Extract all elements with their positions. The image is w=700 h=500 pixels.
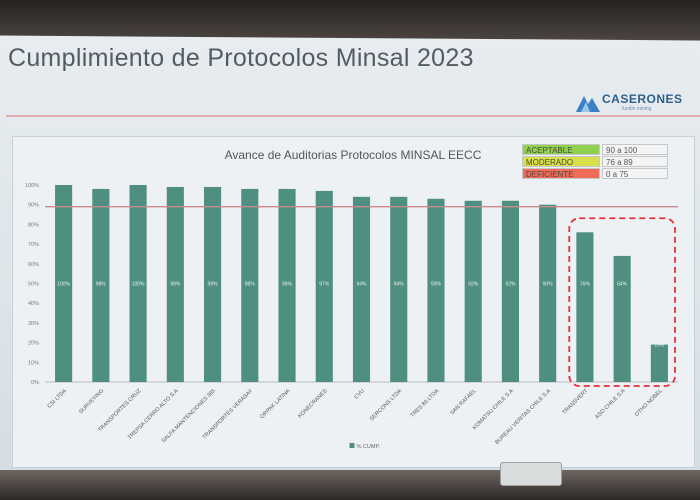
y-tick-label: 60% bbox=[28, 262, 39, 268]
bar-value-label: 94% bbox=[394, 282, 405, 288]
bar-value-label: 90% bbox=[543, 282, 554, 288]
legend-label: MODERADO bbox=[522, 156, 600, 167]
bar-value-label: 92% bbox=[505, 282, 516, 288]
bar-value-label: 93% bbox=[431, 282, 442, 288]
bar bbox=[203, 186, 222, 382]
bar bbox=[427, 198, 445, 382]
y-tick-label: 80% bbox=[28, 222, 39, 228]
bar-value-label: 98% bbox=[282, 282, 293, 288]
bar bbox=[390, 196, 408, 382]
logo-subtitle: lundin mining bbox=[622, 106, 652, 112]
bar bbox=[92, 188, 110, 382]
bar-value-label: 98% bbox=[96, 282, 107, 288]
bar-value-label: 76% bbox=[580, 282, 591, 288]
x-tick-label: SURVEYING bbox=[78, 388, 105, 415]
x-tick-label: TRES 80 LTDA bbox=[410, 388, 441, 419]
x-tick-label: TRANSVERT bbox=[562, 388, 590, 416]
legend-series-label: % CUMP. bbox=[357, 444, 381, 450]
bar bbox=[576, 232, 594, 382]
bar bbox=[464, 200, 482, 382]
bar-value-label: 94% bbox=[356, 282, 367, 288]
legend-range: 0 a 75 bbox=[602, 168, 668, 179]
bar bbox=[352, 196, 371, 382]
projector-shadow bbox=[500, 462, 562, 486]
logo-wordmark: CASERONES bbox=[602, 92, 683, 106]
x-tick-label: ORPAK LATINA bbox=[259, 388, 291, 420]
bar-value-label: 100% bbox=[57, 282, 70, 288]
company-logo: CASERONES lundin mining bbox=[576, 88, 686, 114]
bar bbox=[613, 255, 631, 382]
y-tick-label: 0% bbox=[31, 380, 39, 386]
x-tick-label: KOMATSU CHILE S.A bbox=[472, 388, 515, 431]
bar bbox=[241, 188, 259, 382]
y-tick-label: 70% bbox=[28, 242, 39, 248]
x-tick-label: SAN RAFAEL bbox=[449, 388, 477, 416]
slide-title: Cumplimiento de Protocolos Minsal 2023 bbox=[8, 44, 474, 72]
bar bbox=[55, 185, 73, 382]
chart-legend: % CUMP. bbox=[349, 443, 381, 450]
legend-label: ACEPTABLE bbox=[522, 144, 600, 155]
x-tick-label: CVU bbox=[353, 388, 365, 400]
highlight-box bbox=[568, 217, 676, 387]
y-tick-label: 30% bbox=[28, 321, 39, 327]
x-tick-label: SERCONS LTDA bbox=[369, 388, 403, 422]
bar-value-label: 19% bbox=[654, 343, 665, 349]
bar-value-label: 99% bbox=[208, 282, 219, 288]
bar-value-label: 92% bbox=[468, 282, 479, 288]
y-tick-label: 50% bbox=[28, 282, 39, 288]
y-tick-label: 20% bbox=[28, 341, 39, 347]
bar bbox=[539, 204, 557, 382]
legend-range: 76 a 89 bbox=[602, 156, 668, 167]
chart-panel: Avance de Auditorias Protocolos MINSAL E… bbox=[12, 136, 695, 468]
bar bbox=[650, 344, 668, 382]
bars: 100% 98% 100% 99% 99% 98% 98% 97% 94% 94% 93% 92% 92… bbox=[45, 185, 678, 387]
x-tick-label: KONECRANES bbox=[297, 388, 329, 420]
bar bbox=[278, 188, 296, 382]
title-divider bbox=[6, 115, 700, 117]
bar bbox=[315, 190, 333, 382]
x-tick-label: OTHO NOBEL bbox=[634, 388, 664, 418]
caserones-mountain-icon bbox=[576, 96, 600, 112]
legend-label: DEFICIENTE bbox=[522, 168, 600, 179]
y-tick-label: 100% bbox=[25, 183, 39, 189]
x-tick-label: CSI LTDA bbox=[47, 388, 69, 410]
y-tick-label: 40% bbox=[28, 301, 39, 307]
bar bbox=[501, 200, 520, 382]
legend-swatch bbox=[349, 443, 355, 448]
x-tick-label: ASO CHILE S.A bbox=[594, 388, 627, 421]
chart-title: Avance de Auditorias Protocolos MINSAL E… bbox=[225, 148, 482, 162]
legend-range: 90 a 100 bbox=[602, 144, 668, 155]
bar-value-label: 100% bbox=[132, 282, 145, 288]
bar-value-label: 64% bbox=[617, 282, 628, 288]
y-tick-label: 10% bbox=[28, 360, 39, 366]
bar bbox=[166, 186, 184, 382]
bar-chart: Avance de Auditorias Protocolos MINSAL E… bbox=[25, 148, 678, 450]
y-tick-label: 90% bbox=[28, 203, 39, 209]
bar-value-label: 99% bbox=[170, 282, 181, 288]
room-floor bbox=[0, 470, 700, 500]
bar bbox=[129, 185, 147, 382]
bar-value-label: 97% bbox=[319, 282, 330, 288]
bar-value-label: 98% bbox=[245, 282, 256, 288]
room-ceiling bbox=[0, 0, 700, 40]
